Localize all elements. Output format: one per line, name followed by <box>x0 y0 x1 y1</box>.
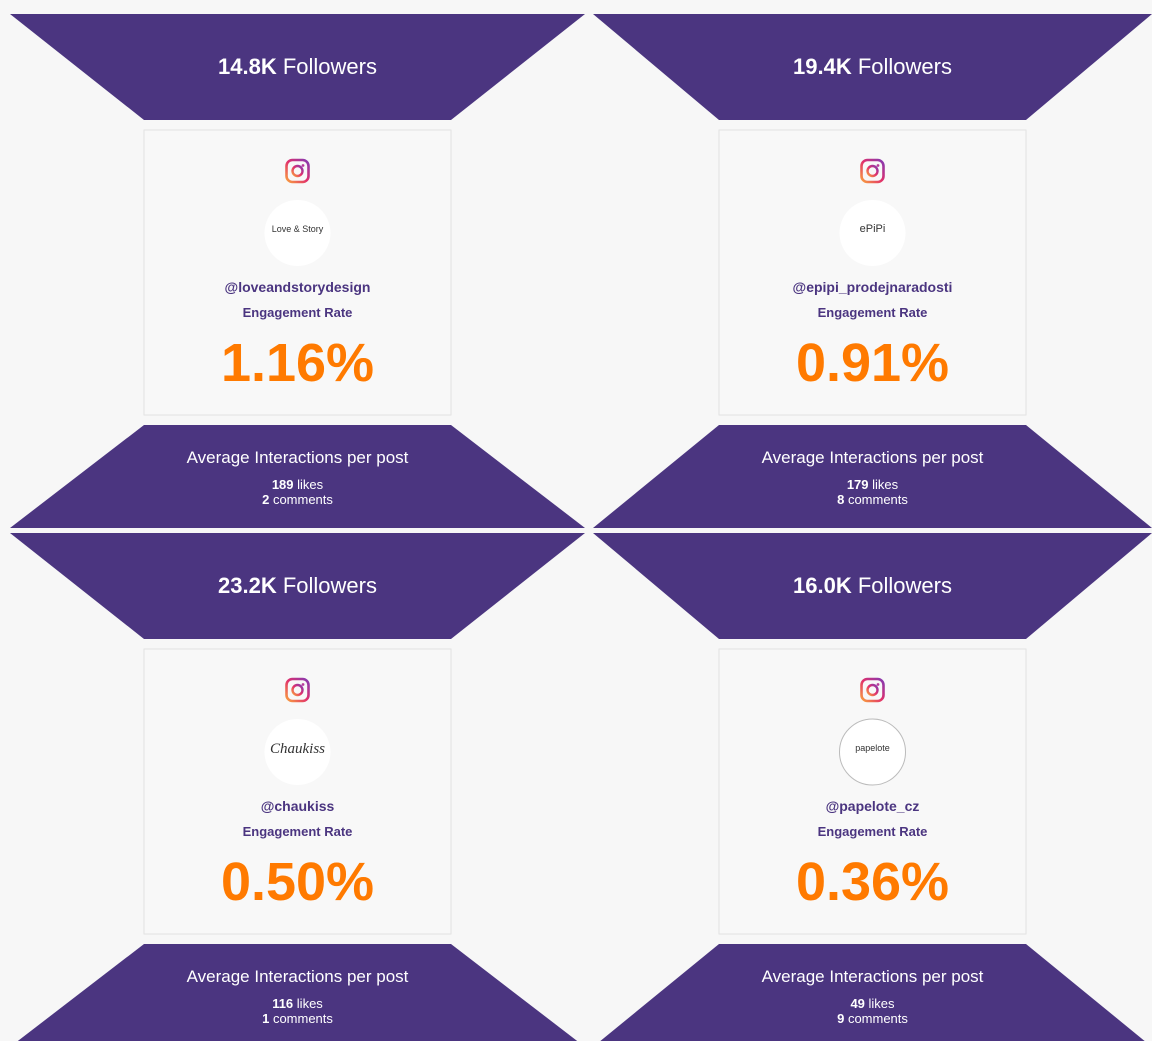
engagement-label: Engagement Rate <box>817 824 928 839</box>
cell-shapes <box>10 14 585 528</box>
profile-cell: ePiPi 19.4K Followers @epipi_prodejnarados… <box>593 14 1152 528</box>
profile-cell: papelote 16.0K Followers @papelote_cz Engag… <box>593 533 1152 1041</box>
handle: @chaukiss <box>260 798 335 814</box>
comments-text: 1 comments <box>10 1011 585 1026</box>
followers-count: 14.8K <box>218 54 277 79</box>
card <box>143 648 452 935</box>
bottom-banner <box>600 944 1145 1041</box>
comments-count: 2 <box>262 492 270 507</box>
top-banner <box>10 533 585 639</box>
likes-label: likes <box>296 996 323 1011</box>
avatar-text: Love & Story <box>271 223 324 234</box>
instagram-lens <box>291 164 304 178</box>
likes-count: 116 <box>272 996 294 1011</box>
avatar-text: ePiPi <box>859 223 886 236</box>
instagram-icon <box>860 158 885 184</box>
likes-label: likes <box>872 477 899 492</box>
top-banner <box>593 14 1152 120</box>
followers-count: 16.0K <box>793 573 852 598</box>
instagram-lens <box>866 164 879 178</box>
instagram-dot <box>876 683 880 686</box>
comments-text: 2 comments <box>10 492 585 507</box>
card <box>718 129 1027 416</box>
bottom-banner <box>17 944 578 1041</box>
instagram-lens <box>866 683 879 697</box>
likes-count: 179 <box>846 477 869 492</box>
engagement-rate: 1.16% <box>220 333 375 393</box>
avatar <box>264 719 331 785</box>
followers-text: 16.0K Followers <box>593 573 1152 599</box>
comments-count: 9 <box>837 1011 845 1026</box>
bottom-banner <box>593 425 1152 528</box>
bottom-banner <box>10 425 585 528</box>
card <box>718 648 1027 935</box>
card <box>143 129 452 416</box>
followers-label: Followers <box>857 573 952 598</box>
interactions-label: Average Interactions per post <box>761 967 984 986</box>
handle: @epipi_prodejnaradosti <box>792 279 953 295</box>
instagram-icon <box>285 677 310 703</box>
instagram-dot <box>301 164 305 167</box>
avatar-text: papelote <box>855 742 890 753</box>
comments-text: 8 comments <box>593 492 1152 507</box>
likes-label: likes <box>297 477 324 492</box>
comments-text: 9 comments <box>593 1011 1152 1026</box>
likes-count: 189 <box>271 477 294 492</box>
followers-count: 19.4K <box>793 54 852 79</box>
profile-cell: Love & Story 14.8K Followers @loveandstory… <box>10 14 585 528</box>
followers-count: 23.2K <box>218 573 277 598</box>
followers-text: 23.2K Followers <box>10 573 585 599</box>
interactions-label: Average Interactions per post <box>186 448 409 467</box>
instagram-dot <box>301 683 305 686</box>
instagram-icon <box>285 158 310 184</box>
avatar <box>264 200 331 266</box>
cell-shapes <box>10 533 585 1041</box>
avatar-text: Chaukiss <box>269 741 325 758</box>
likes-text: 49 likes <box>593 996 1152 1011</box>
handle: @loveandstorydesign <box>224 279 371 295</box>
interactions-label: Average Interactions per post <box>761 448 984 467</box>
followers-text: 19.4K Followers <box>593 54 1152 80</box>
instagram-lens <box>291 683 304 697</box>
profile-cell: Chaukiss 23.2K Followers @chaukiss Engageme… <box>10 533 585 1041</box>
avatar <box>839 718 906 786</box>
followers-label: Followers <box>282 573 377 598</box>
engagement-label: Engagement Rate <box>817 305 928 320</box>
likes-text: 179 likes <box>593 477 1152 492</box>
avatar <box>839 200 906 266</box>
interactions-label: Average Interactions per post <box>186 967 409 986</box>
engagement-rate: 0.50% <box>220 852 375 912</box>
cell-shapes <box>593 533 1152 1041</box>
followers-label: Followers <box>282 54 377 79</box>
comments-label: comments <box>847 492 908 507</box>
likes-count: 49 <box>850 996 865 1011</box>
comments-label: comments <box>847 1011 908 1026</box>
comments-label: comments <box>272 492 333 507</box>
engagement-rate: 0.91% <box>795 333 950 393</box>
comments-label: comments <box>272 1011 333 1026</box>
top-banner <box>10 14 585 120</box>
likes-label: likes <box>868 996 895 1011</box>
engagement-rate: 0.36% <box>795 852 950 912</box>
followers-label: Followers <box>857 54 952 79</box>
cell-shapes <box>593 14 1152 528</box>
engagement-label: Engagement Rate <box>242 305 353 320</box>
comments-count: 1 <box>262 1011 270 1026</box>
followers-text: 14.8K Followers <box>10 54 585 80</box>
engagement-label: Engagement Rate <box>242 824 353 839</box>
comments-count: 8 <box>837 492 845 507</box>
likes-text: 189 likes <box>10 477 585 492</box>
instagram-dot <box>876 164 880 167</box>
handle: @papelote_cz <box>825 798 920 814</box>
likes-text: 116 likes <box>10 996 585 1011</box>
top-banner <box>593 533 1152 639</box>
instagram-icon <box>860 677 885 703</box>
